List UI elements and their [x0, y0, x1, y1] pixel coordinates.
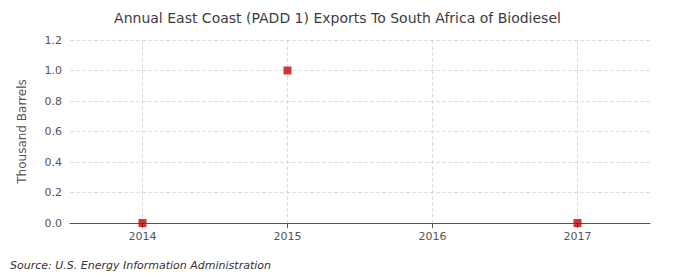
svg-text:0.0: 0.0	[45, 217, 63, 230]
svg-text:Source: U.S. Energy Informatio: Source: U.S. Energy Information Administ…	[10, 259, 271, 272]
svg-text:1.2: 1.2	[45, 34, 63, 47]
svg-text:Annual East Coast (PADD 1) Exp: Annual East Coast (PADD 1) Exports To So…	[114, 10, 561, 26]
svg-text:0.8: 0.8	[45, 95, 63, 108]
svg-text:Thousand Barrels: Thousand Barrels	[15, 79, 29, 184]
svg-text:1.0: 1.0	[45, 64, 63, 77]
svg-text:2017: 2017	[564, 230, 592, 243]
svg-text:2015: 2015	[274, 230, 302, 243]
svg-text:2016: 2016	[419, 230, 447, 243]
svg-text:0.6: 0.6	[45, 125, 63, 138]
svg-text:0.4: 0.4	[45, 156, 63, 169]
svg-text:2014: 2014	[129, 230, 157, 243]
svg-text:0.2: 0.2	[45, 186, 63, 199]
